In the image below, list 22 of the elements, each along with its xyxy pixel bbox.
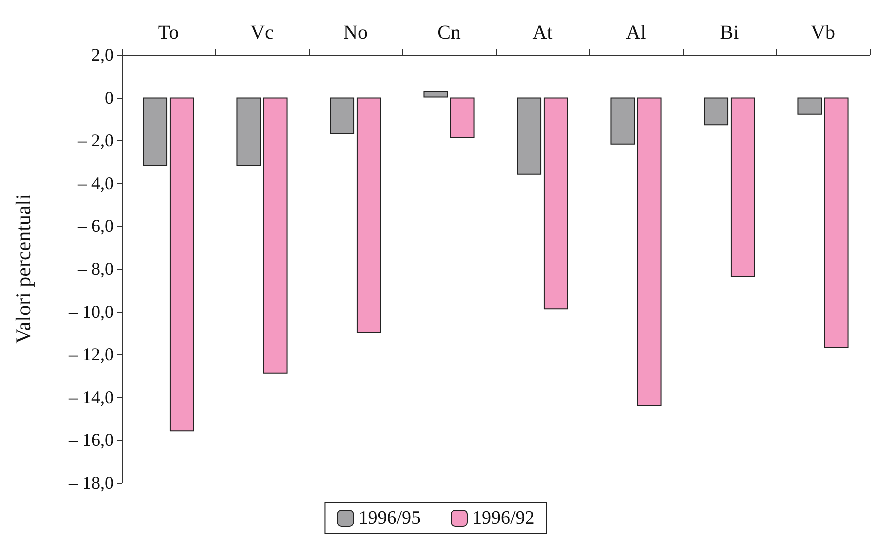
y-tick-label: – 12,0 — [68, 344, 114, 365]
x-tick-label: Bi — [720, 22, 740, 44]
x-tick-label: At — [532, 22, 554, 44]
y-tick-label: 2,0 — [92, 45, 114, 65]
y-tick-label: – 10,0 — [68, 302, 114, 322]
x-tick-label: To — [158, 22, 180, 44]
x-tick-label: Al — [626, 22, 647, 44]
x-tick-label: Cn — [438, 22, 461, 44]
y-tick-label: – 16,0 — [68, 430, 114, 450]
y-tick-label: 0 — [105, 88, 114, 108]
y-tick-label: – 2,0 — [77, 130, 114, 151]
y-tick-label: – 14,0 — [68, 387, 114, 408]
x-tick-label: Vb — [811, 22, 836, 44]
y-tick-label: – 4,0 — [77, 173, 114, 194]
x-tick-label: Vc — [250, 22, 274, 44]
legend-label: 1996/92 — [472, 508, 535, 529]
y-tick-label: – 18,0 — [68, 473, 114, 493]
x-tick-label: No — [344, 22, 368, 44]
y-axis-title: Valori percentuali — [12, 194, 36, 344]
y-tick-label: – 6,0 — [77, 216, 114, 236]
y-tick-label: – 8,0 — [77, 259, 114, 279]
legend-label: 1996/95 — [358, 508, 421, 529]
